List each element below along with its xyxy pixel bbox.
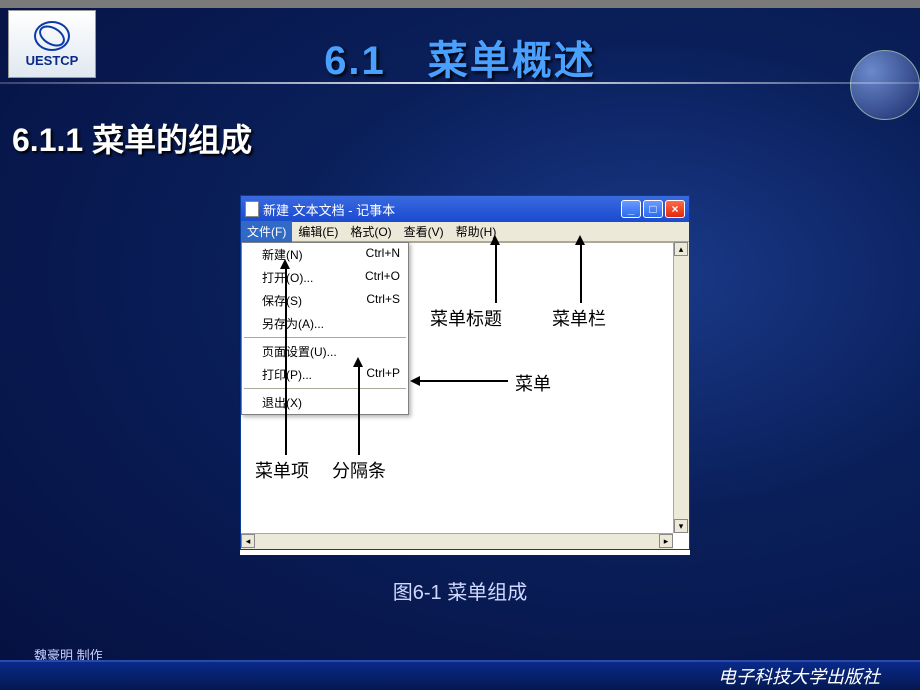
menu-edit[interactable]: 编辑(E) — [292, 221, 344, 242]
dd-exit[interactable]: 退出(X) — [242, 391, 408, 414]
maximize-button[interactable]: □ — [643, 200, 663, 218]
arrowhead-separator — [353, 357, 363, 367]
dd-exit-label: 退出(X) — [262, 394, 302, 411]
anno-menu: 菜单 — [515, 370, 551, 396]
arrow-menu-item — [285, 267, 287, 455]
anno-separator: 分隔条 — [332, 457, 386, 483]
dd-save[interactable]: 保存(S) Ctrl+S — [242, 289, 408, 312]
anno-menu-item: 菜单项 — [255, 457, 309, 483]
dd-pagesetup[interactable]: 页面设置(U)... — [242, 340, 408, 363]
scrollbar-vertical[interactable]: ▴ ▾ — [673, 242, 689, 533]
dd-saveas[interactable]: 另存为(A)... — [242, 312, 408, 335]
anno-menu-title: 菜单标题 — [430, 305, 502, 331]
figure-caption: 图6-1 菜单组成 — [0, 576, 920, 605]
dd-page-label: 页面设置(U)... — [262, 343, 337, 360]
anno-menu-bar: 菜单栏 — [552, 305, 606, 331]
section-title: 6.1.1 菜单的组成 — [12, 115, 252, 161]
arrow-separator — [358, 365, 360, 455]
dd-save-short: Ctrl+S — [366, 292, 400, 309]
footer-publisher: 电子科技大学出版社 — [718, 663, 880, 689]
dd-save-label: 保存(S) — [262, 292, 302, 309]
slide-title: 6.1 菜单概述 — [0, 28, 920, 86]
dd-open-label: 打开(O)... — [262, 269, 313, 286]
window-buttons: _ □ × — [621, 200, 685, 218]
menu-format[interactable]: 格式(O) — [344, 221, 397, 242]
file-dropdown: 新建(N) Ctrl+N 打开(O)... Ctrl+O 保存(S) Ctrl+… — [241, 242, 409, 415]
dd-print-label: 打印(P)... — [262, 366, 312, 383]
menu-file[interactable]: 文件(F) — [241, 221, 292, 242]
scrollbar-horizontal[interactable]: ◂ ▸ — [241, 533, 673, 549]
notepad-titlebar: 新建 文本文档 - 记事本 _ □ × — [241, 196, 689, 222]
dd-new-short: Ctrl+N — [366, 246, 400, 263]
minimize-button[interactable]: _ — [621, 200, 641, 218]
footer-bar: 电子科技大学出版社 — [0, 660, 920, 690]
dd-separator-1 — [244, 337, 406, 338]
scroll-right-icon[interactable]: ▸ — [659, 534, 673, 548]
dd-print[interactable]: 打印(P)... Ctrl+P — [242, 363, 408, 386]
arrow-menu-title — [495, 243, 497, 303]
dd-open-short: Ctrl+O — [365, 269, 400, 286]
document-icon — [245, 201, 259, 217]
notepad-menubar: 文件(F) 编辑(E) 格式(O) 查看(V) 帮助(H) — [241, 222, 689, 242]
arrow-menu-bar — [580, 243, 582, 303]
menu-view[interactable]: 查看(V) — [398, 221, 450, 242]
dd-new[interactable]: 新建(N) Ctrl+N — [242, 243, 408, 266]
arrowhead-menu-bar — [575, 235, 585, 245]
dd-saveas-label: 另存为(A)... — [262, 315, 324, 332]
scroll-up-icon[interactable]: ▴ — [674, 242, 688, 256]
close-button[interactable]: × — [665, 200, 685, 218]
arrowhead-menu-item — [280, 259, 290, 269]
dd-print-short: Ctrl+P — [366, 366, 400, 383]
arrow-menu — [418, 380, 508, 382]
arrowhead-menu — [410, 376, 420, 386]
arrowhead-menu-title — [490, 235, 500, 245]
figure-area: 新建 文本文档 - 记事本 _ □ × 文件(F) 编辑(E) 格式(O) 查看… — [240, 195, 690, 555]
notepad-window: 新建 文本文档 - 记事本 _ □ × 文件(F) 编辑(E) 格式(O) 查看… — [240, 195, 690, 550]
dd-open[interactable]: 打开(O)... Ctrl+O — [242, 266, 408, 289]
notepad-title: 新建 文本文档 - 记事本 — [263, 200, 395, 219]
top-bar — [0, 0, 920, 8]
scroll-left-icon[interactable]: ◂ — [241, 534, 255, 548]
title-divider — [0, 82, 920, 84]
scroll-down-icon[interactable]: ▾ — [674, 519, 688, 533]
dd-separator-2 — [244, 388, 406, 389]
